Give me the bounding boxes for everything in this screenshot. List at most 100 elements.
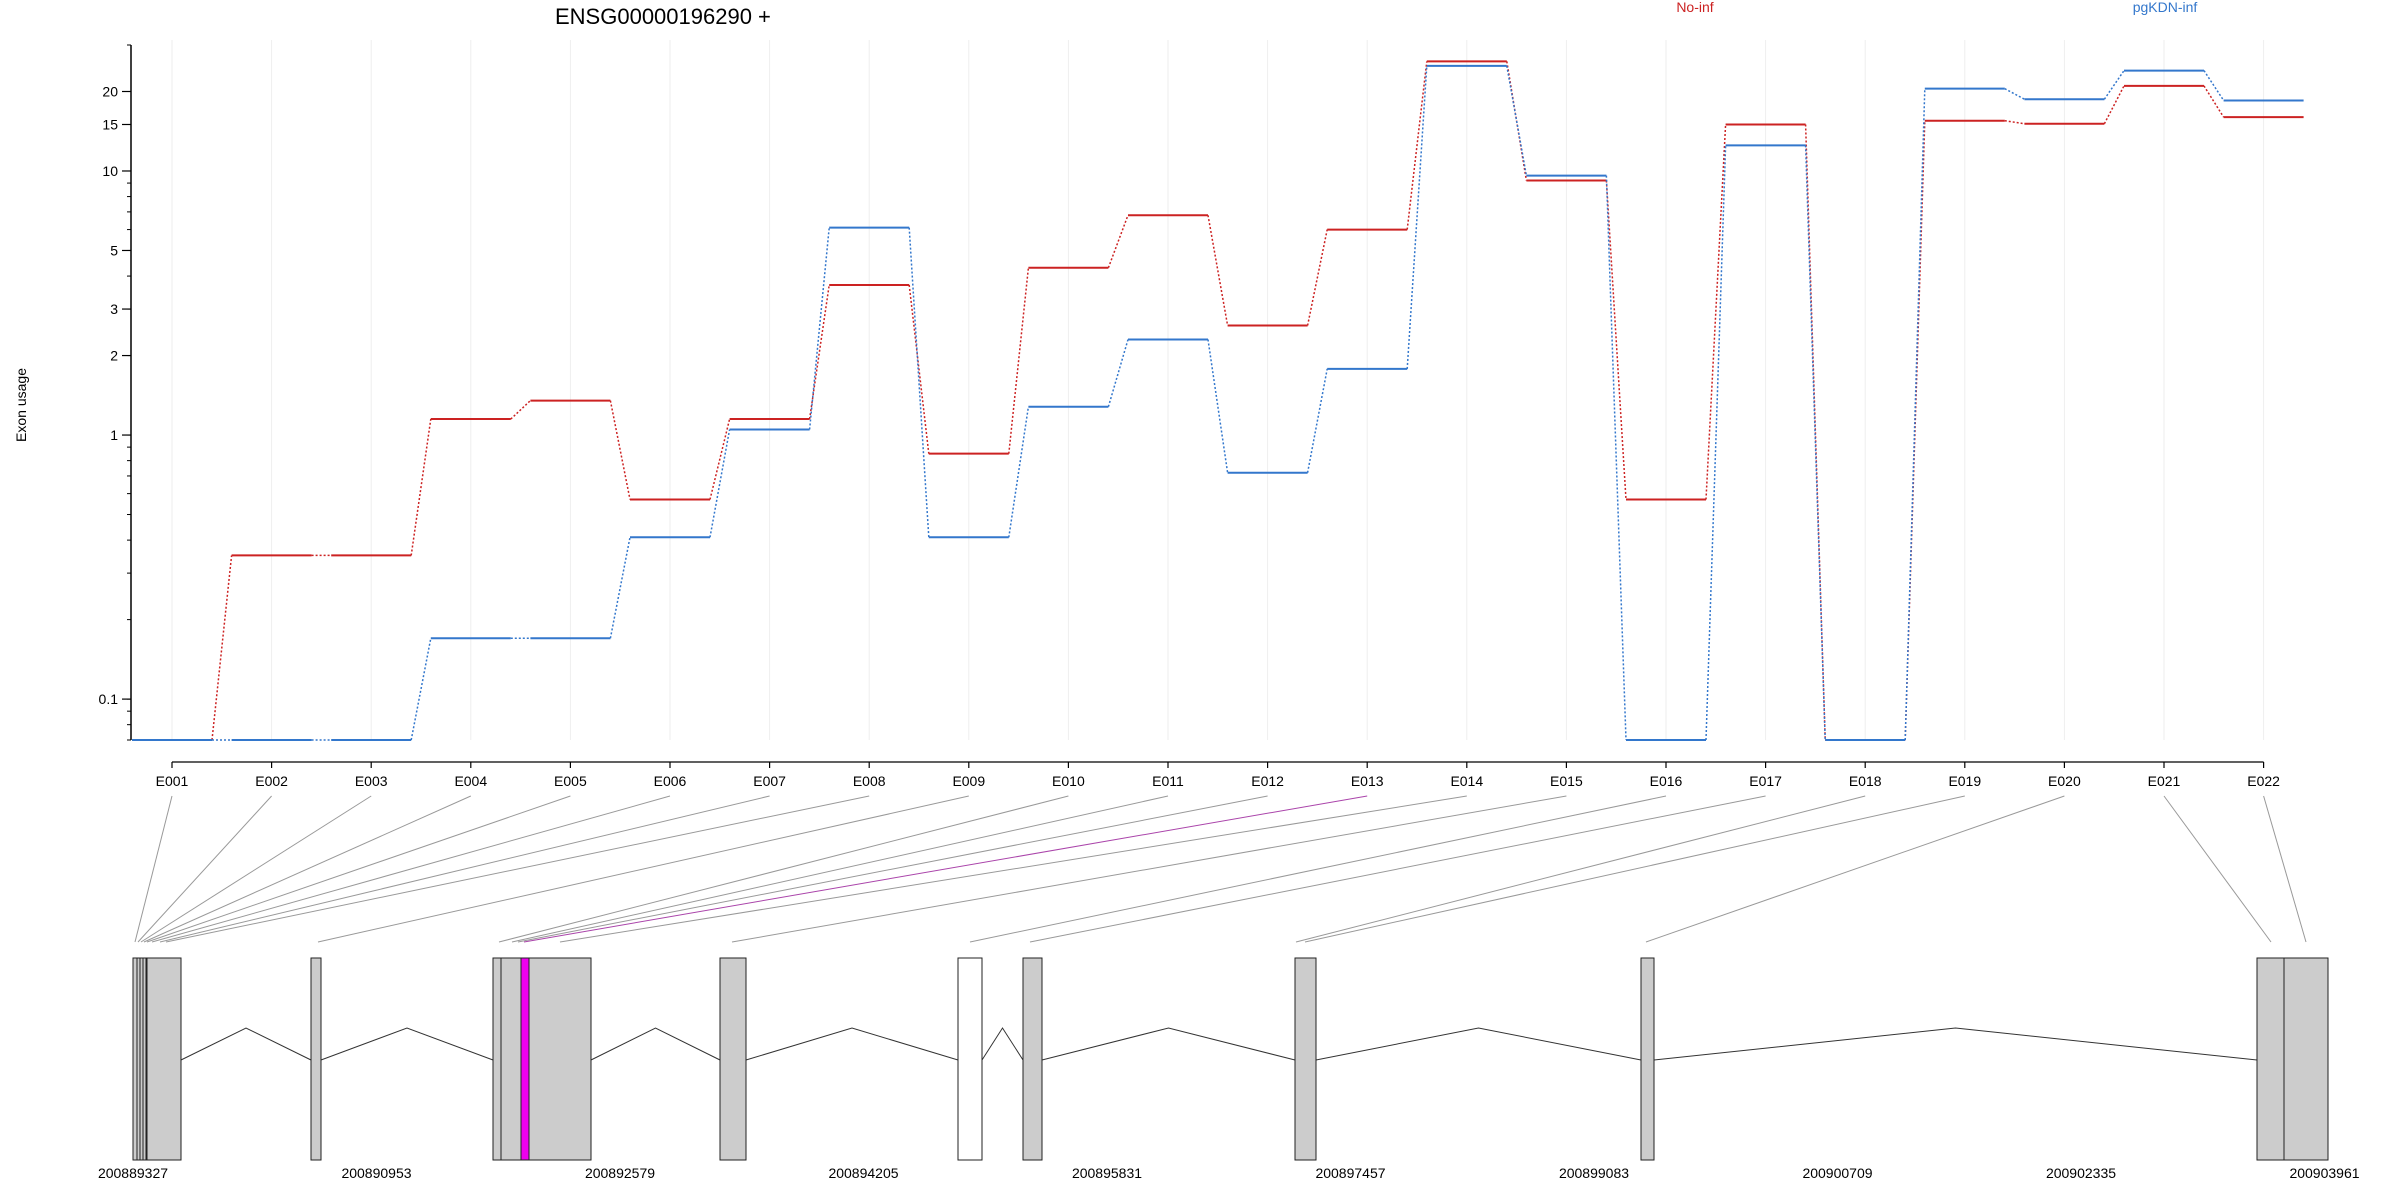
series-0-link [1306,229,1328,326]
genome-tick-label: 200892579 [585,1165,655,1181]
series-0-link [609,400,631,500]
series-1-link [1207,339,1229,473]
x-tick-label: E015 [1550,773,1583,789]
intron-line [981,1027,1024,1061]
genome-tick-label: 200902335 [2046,1165,2116,1181]
genome-tick-label: 200897457 [1315,1165,1385,1181]
series-1-link [1506,65,1528,176]
genome-tick-label: 200895831 [1072,1165,1142,1181]
series-1-link [609,537,631,639]
series-0-link [908,284,930,454]
x-tick-label: E005 [554,773,587,789]
x-tick-label: E010 [1052,773,1085,789]
series-1-link [1306,368,1328,473]
exon-connector [146,795,571,943]
vertical-grid [171,40,2265,740]
exon-connector [969,795,1667,943]
exon-connector [1645,795,2065,943]
intron-line [1315,1027,1642,1061]
legend-no-inf: No-inf [1676,0,1713,15]
x-tick-label: E008 [853,773,886,789]
exon-connector [523,795,1368,943]
x-tick-label: E002 [255,773,288,789]
exon-connector [731,795,1567,943]
series-1-link [808,227,830,430]
exon-box [500,957,522,1161]
exon-box [528,957,592,1161]
x-tick-label: E013 [1351,773,1384,789]
exon-connector [165,795,870,943]
intron-line [180,1027,312,1061]
y-tick-label: 5 [110,242,118,258]
x-tick-label: E018 [1849,773,1882,789]
series-0-link [709,418,731,500]
exon-connector [517,795,1268,943]
exon-connectors [134,795,2307,943]
exon-box [1022,957,1043,1161]
series-1-link [1008,406,1030,538]
series-0-link [1107,214,1129,269]
series-0-link [1406,61,1428,230]
genome-tick-label: 200903961 [2289,1165,2359,1181]
exon-box [1294,957,1317,1161]
series-0-link [1207,215,1229,326]
y-tick-label: 10 [102,163,118,179]
intron-line [1653,1027,2258,1061]
y-axis: 0.1 1 2 3 5 10 15 20 [99,44,132,741]
genome-axis: 200889327 200890953 200892579 200894205 2008… [98,1165,2360,1181]
x-tick-label: E014 [1450,773,1483,789]
legend-pgkdn-inf: pgKDN-inf [2133,0,2198,15]
series-0-link [211,555,233,741]
x-tick-label: E006 [654,773,687,789]
series-1-link [709,429,731,538]
exon-connector [1295,795,1866,943]
exon-box [146,957,182,1161]
intron-line [745,1027,959,1061]
genome-tick-label: 200900709 [1802,1165,1872,1181]
series-1-link [1904,88,1926,741]
series-0-link [1705,124,1727,500]
intron-line [320,1027,494,1061]
exon-box [492,957,502,1161]
genome-tick-label: 200899083 [1559,1165,1629,1181]
gene-model [132,957,2329,1161]
series-1-link [410,638,432,741]
y-tick-label: 3 [110,301,118,317]
x-tick-label: E022 [2247,773,2280,789]
x-tick-label: E004 [454,773,487,789]
x-tick-label: E017 [1749,773,1782,789]
y-tick-label: 1 [110,427,118,443]
exon-connector [140,795,372,943]
series-0-link [1605,180,1627,500]
series-0-link [410,418,432,556]
y-tick-label: 2 [110,348,118,364]
exon-connector [134,795,173,943]
exon-connector [159,795,770,943]
series-1-link [2203,70,2225,101]
exon-connector [559,795,1467,943]
x-tick-label: E021 [2148,773,2181,789]
y-tick-label: 20 [102,83,118,99]
series-1-link [1804,145,1826,741]
x-tick-label: E019 [1948,773,1981,789]
exon-connector [1304,795,1965,943]
x-tick-label: E003 [355,773,388,789]
exon-connector [1029,795,1766,943]
x-tick-label: E012 [1251,773,1284,789]
series-lines [132,60,2304,741]
chart-title: ENSG00000196290 + [555,4,771,29]
exon-connector [151,795,671,943]
series-1-link [2004,88,2025,100]
series-0-link [808,284,830,420]
y-tick-label: 0.1 [99,691,119,707]
series-1-link [1705,145,1727,741]
y-tick-label: 15 [102,116,118,132]
x-tick-label: E009 [952,773,985,789]
genome-tick-label: 200890953 [341,1165,411,1181]
x-tick-label: E007 [753,773,786,789]
exon-box [2256,957,2285,1161]
exon-connector [2263,795,2307,943]
x-tick-label: E001 [156,773,189,789]
x-tick-label: E016 [1650,773,1683,789]
